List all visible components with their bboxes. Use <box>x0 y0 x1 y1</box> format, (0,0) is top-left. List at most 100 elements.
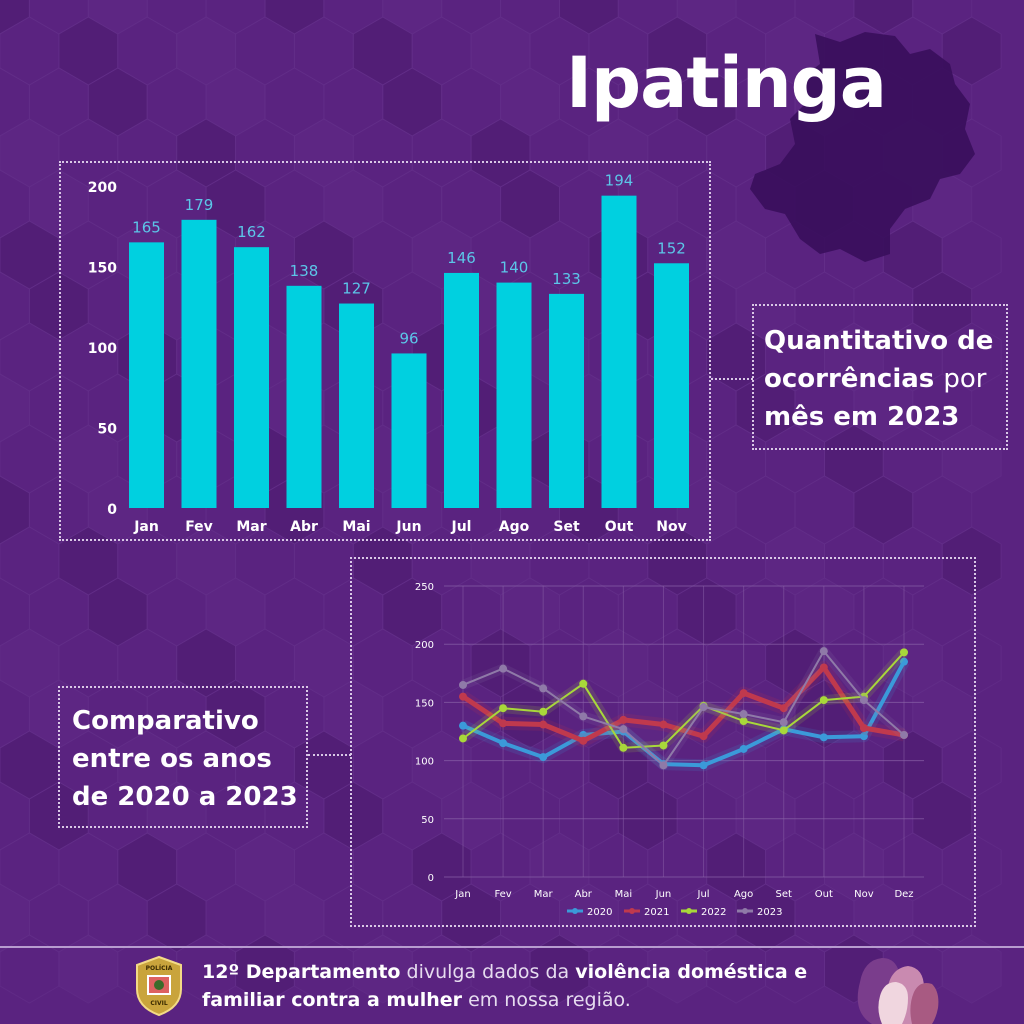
caption-line-2-light: por <box>943 364 987 394</box>
point-2021-mar <box>539 720 548 729</box>
bar-out <box>601 195 637 508</box>
point-2023-jun <box>659 761 668 770</box>
legend-marker-2020 <box>572 908 578 914</box>
bar-ytick-2: 100 <box>88 341 117 357</box>
bar-category-out: Out <box>605 519 634 535</box>
line-xtick-jan: Jan <box>454 889 470 900</box>
bar-value-label-jul: 146 <box>447 249 476 267</box>
series-line-2022 <box>462 651 905 749</box>
bar-category-jan: Jan <box>133 519 159 535</box>
bar-value-label-mai: 127 <box>342 280 371 298</box>
ipatinga-map-silhouette <box>750 32 975 262</box>
line-xtick-out: Out <box>815 889 833 900</box>
line-chart: 0 50 100 150 200 250 Jan Fev Mar Abr Mai Jun Jul Ago S… <box>415 582 924 918</box>
bg-hexagon <box>941 934 1002 1004</box>
point-2020-jan <box>459 721 467 730</box>
line-ytick-1: 50 <box>421 815 434 826</box>
point-2022-dez <box>900 648 908 657</box>
bar-ago <box>496 282 532 508</box>
point-2022-set <box>779 726 788 735</box>
caption-line-2-bold: ocorrências <box>764 364 935 394</box>
point-2022-jan <box>459 734 467 743</box>
bar-chart-frame: 0 50 100 150 200 165 Jan 179 Fev 162 Mar 138 Abr 127 M… <box>59 161 711 541</box>
point-2021-abr <box>579 736 588 745</box>
line-chart-frame: 0 50 100 150 200 250 Jan Fev Mar Abr Mai Jun Jul Ago S… <box>350 557 976 927</box>
point-2021-nov <box>859 724 868 733</box>
series-line-2021 <box>460 665 907 744</box>
point-2020-nov <box>859 732 868 741</box>
point-2021-jan <box>459 692 467 701</box>
point-2023-out <box>819 647 828 656</box>
line-xtick-fev: Fev <box>494 889 511 900</box>
bar-mar <box>234 247 269 508</box>
line-xtick-abr: Abr <box>575 889 593 900</box>
caption-line-1: Quantitativo de <box>764 326 994 356</box>
point-2023-mar <box>539 684 548 693</box>
bar-ytick-4: 200 <box>88 180 117 196</box>
bar-ytick-0: 0 <box>107 502 117 518</box>
point-2022-fev <box>499 704 508 713</box>
footer-topic: violência doméstica e familiar contra a … <box>202 961 808 1011</box>
bar-category-nov: Nov <box>656 519 686 535</box>
line-xtick-nov: Nov <box>854 889 874 900</box>
line-xtick-ago: Ago <box>734 889 753 900</box>
line-ytick-4: 200 <box>415 640 434 651</box>
line-ytick-0: 0 <box>428 873 434 884</box>
point-2023-dez <box>900 730 908 739</box>
bar-category-abr: Abr <box>290 519 318 535</box>
footer-dept: 12º Departamento <box>202 961 401 983</box>
bar-value-label-nov: 152 <box>657 239 686 257</box>
point-2021-jul <box>699 732 708 741</box>
point-2022-out <box>819 696 828 705</box>
line-ytick-2: 100 <box>415 757 434 768</box>
legend-label-2022: 2022 <box>701 907 726 918</box>
bar-chart: 0 50 100 150 200 165 Jan 179 Fev 162 Mar 138 Abr 127 M… <box>88 172 689 535</box>
line-xtick-mai: Mai <box>615 889 633 900</box>
line-ytick-5: 250 <box>415 582 434 593</box>
women-silhouettes-icon <box>857 958 939 1024</box>
bar-jan <box>129 242 164 508</box>
bar-ytick-3: 150 <box>88 261 117 277</box>
point-2020-dez <box>900 657 908 666</box>
line-xtick-jun: Jun <box>655 889 672 900</box>
point-2022-jun <box>659 741 668 750</box>
point-2021-fev <box>499 719 508 728</box>
footer-divider <box>0 946 1024 948</box>
bar-value-label-out: 194 <box>605 172 634 190</box>
bar-category-mai: Mai <box>342 519 370 535</box>
point-2022-mai <box>619 743 628 752</box>
point-2023-jul <box>699 703 708 712</box>
point-2021-ago <box>739 689 748 698</box>
point-2021-set <box>779 704 788 713</box>
line-caption-2: entre os anos <box>72 744 272 774</box>
bar-category-ago: Ago <box>499 519 530 535</box>
bar-label-connector <box>711 378 753 380</box>
point-2021-jun <box>659 720 668 729</box>
bar-set <box>549 293 584 508</box>
point-2023-nov <box>859 696 868 705</box>
badge-top-text: POLÍCIA <box>146 964 173 972</box>
bar-value-label-fev: 179 <box>185 196 214 214</box>
footer-end: em nossa região. <box>462 989 631 1011</box>
bar-value-label-ago: 140 <box>500 259 529 277</box>
bar-chart-caption: Quantitativo de ocorrências por mês em 2… <box>752 304 1008 450</box>
point-2023-abr <box>579 712 588 721</box>
point-2021-mai <box>619 715 628 724</box>
bar-category-set: Set <box>553 519 580 535</box>
point-2022-mar <box>539 707 548 716</box>
bar-category-jul: Jul <box>451 519 472 535</box>
point-2022-abr <box>579 679 588 688</box>
point-2020-jul <box>699 761 708 770</box>
bar-value-label-mar: 162 <box>237 223 266 241</box>
bar-jun <box>391 353 427 508</box>
bar-abr <box>286 285 322 508</box>
policia-civil-badge-icon: POLÍCIA CIVIL <box>136 955 182 1017</box>
legend-marker-2023 <box>742 908 748 914</box>
bar-value-label-abr: 138 <box>290 262 319 280</box>
bar-value-label-jun: 96 <box>399 329 418 347</box>
footer-mid: divulga dados da <box>400 961 576 983</box>
legend-label-2023: 2023 <box>757 907 782 918</box>
line-ytick-3: 150 <box>415 698 434 709</box>
bar-value-label-set: 133 <box>552 270 581 288</box>
legend-label-2020: 2020 <box>587 907 612 918</box>
